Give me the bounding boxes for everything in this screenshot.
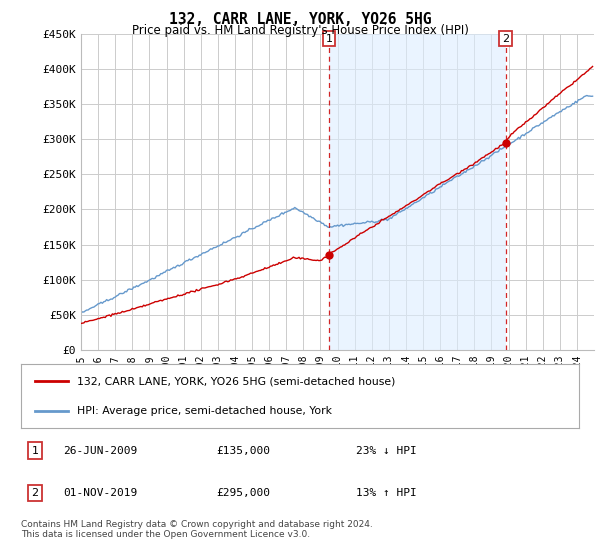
Text: 2: 2 [502, 34, 509, 44]
Text: 1: 1 [325, 34, 332, 44]
Text: HPI: Average price, semi-detached house, York: HPI: Average price, semi-detached house,… [77, 406, 332, 416]
Text: 01-NOV-2019: 01-NOV-2019 [63, 488, 137, 498]
Bar [329, 34, 506, 350]
Text: 13% ↑ HPI: 13% ↑ HPI [356, 488, 416, 498]
Text: 132, CARR LANE, YORK, YO26 5HG (semi-detached house): 132, CARR LANE, YORK, YO26 5HG (semi-det… [77, 376, 395, 386]
Text: 26-JUN-2009: 26-JUN-2009 [63, 446, 137, 456]
Text: 2: 2 [31, 488, 38, 498]
Text: Contains HM Land Registry data © Crown copyright and database right 2024.
This d: Contains HM Land Registry data © Crown c… [21, 520, 373, 539]
Text: £295,000: £295,000 [216, 488, 270, 498]
Text: 23% ↓ HPI: 23% ↓ HPI [356, 446, 416, 456]
Text: 1: 1 [31, 446, 38, 456]
Text: 132, CARR LANE, YORK, YO26 5HG: 132, CARR LANE, YORK, YO26 5HG [169, 12, 431, 27]
Text: £135,000: £135,000 [216, 446, 270, 456]
Text: Price paid vs. HM Land Registry's House Price Index (HPI): Price paid vs. HM Land Registry's House … [131, 24, 469, 36]
